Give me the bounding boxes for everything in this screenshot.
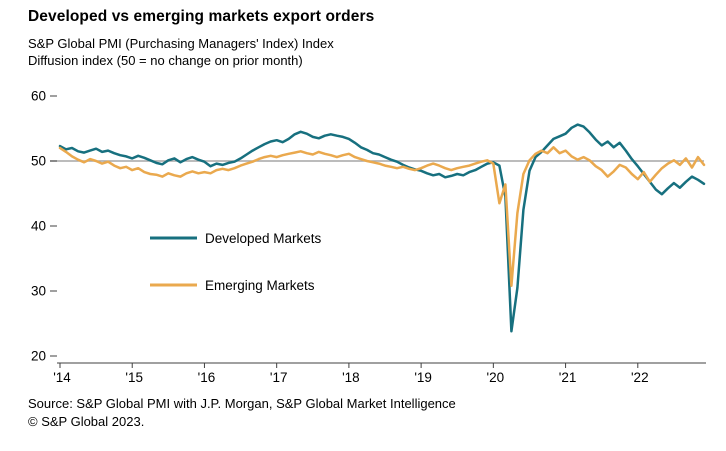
y-axis-tick-label: 40 <box>31 219 46 234</box>
y-axis-tick-label: 20 <box>31 349 46 364</box>
x-axis-tick-label: '17 <box>270 370 288 385</box>
y-axis-tick-label: 30 <box>31 284 46 299</box>
y-axis-tick-label: 50 <box>31 154 46 169</box>
chart-subtitle-diffusion-note: Diffusion index (50 = no change on prior… <box>28 53 303 68</box>
x-axis-tick-label: '22 <box>631 370 649 385</box>
x-axis-tick-label: '14 <box>53 370 71 385</box>
x-axis-tick-label: '16 <box>198 370 216 385</box>
series-line-emerging-markets <box>58 146 706 288</box>
line-chart: 60 50 40 30 20 '14 '15 '16 '17 '18 '19 '20 '21 '22 Dev… <box>31 89 706 385</box>
x-axis-tick-label: '20 <box>487 370 505 385</box>
page-title: Developed vs emerging markets export ord… <box>28 8 375 25</box>
source-note: Source: S&P Global PMI with J.P. Morgan,… <box>28 396 456 411</box>
x-axis-tick-label: '18 <box>342 370 360 385</box>
legend-label-developed-markets: Developed Markets <box>205 231 322 246</box>
legend-label-emerging-markets: Emerging Markets <box>205 278 315 293</box>
y-axis-tick-label: 60 <box>31 89 46 104</box>
x-axis-tick-label: '21 <box>559 370 577 385</box>
chart-subtitle-index-name: S&P Global PMI (Purchasing Managers' Ind… <box>28 36 334 51</box>
series-line-developed-markets <box>58 123 706 333</box>
copyright-note: © S&P Global 2023. <box>28 414 145 429</box>
x-axis-tick-label: '19 <box>414 370 432 385</box>
x-axis-tick-label: '15 <box>125 370 143 385</box>
